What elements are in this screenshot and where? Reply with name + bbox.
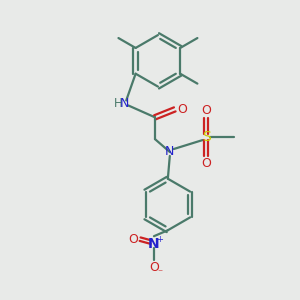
Text: S: S: [202, 130, 211, 144]
Text: O: O: [177, 103, 187, 116]
Text: ⁻: ⁻: [157, 268, 163, 278]
Text: +: +: [157, 235, 163, 244]
Text: N: N: [148, 237, 160, 251]
Text: N: N: [165, 146, 175, 158]
Text: O: O: [202, 104, 212, 117]
Text: O: O: [149, 261, 159, 274]
Text: O: O: [202, 158, 212, 170]
Text: H: H: [114, 97, 123, 110]
Text: N: N: [120, 97, 129, 110]
Text: O: O: [128, 233, 138, 246]
